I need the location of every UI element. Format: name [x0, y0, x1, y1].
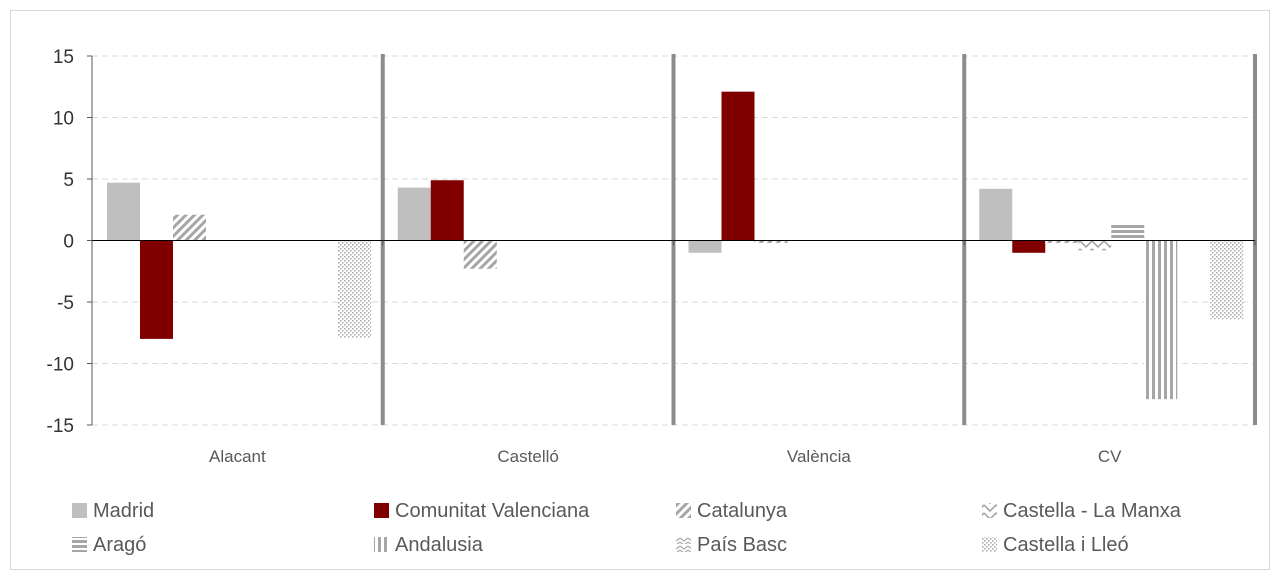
category-separators: [380, 54, 1257, 425]
y-tick-label: -10: [47, 355, 74, 376]
bar: [1078, 240, 1112, 251]
bar: [463, 240, 497, 269]
legend-swatch: [72, 537, 87, 552]
legend-label: Castella - La Manxa: [1003, 500, 1182, 522]
legend-swatch: [676, 503, 691, 518]
bar: [979, 188, 1013, 241]
category-label: Castelló: [497, 447, 558, 466]
legend-label: Andalusia: [395, 534, 484, 556]
legend-swatch: [72, 503, 87, 518]
bar: [140, 240, 173, 339]
bar: [430, 180, 464, 241]
y-tick-label: 5: [63, 170, 74, 191]
legend-label: Castella i Lleó: [1003, 534, 1129, 556]
axis-labels: 15 10 5 0 -5 -10 -15 Alacant Castelló València CV: [47, 47, 1123, 466]
category-label: València: [787, 447, 851, 466]
y-tick-label: 10: [53, 109, 74, 130]
legend-label: Comunitat Valenciana: [395, 500, 590, 522]
y-tick-label: 0: [63, 232, 74, 253]
bar: [1012, 240, 1046, 253]
category-label: Alacant: [209, 447, 266, 466]
legend-swatch: [982, 537, 997, 552]
bars: [107, 91, 1244, 400]
bar: [107, 182, 140, 241]
legend-label: Catalunya: [697, 500, 788, 522]
legend: Madrid Comunitat Valenciana Catalunya Caste…: [72, 500, 1182, 556]
bar: [397, 187, 431, 241]
legend-label: País Basc: [697, 534, 787, 556]
bar: [1144, 240, 1178, 400]
y-tick-label: -15: [47, 416, 74, 437]
bar: [1111, 223, 1145, 241]
y-tick-label: 15: [53, 47, 74, 68]
legend-swatch: [676, 537, 691, 552]
y-tick-label: -5: [57, 293, 74, 314]
bar: [721, 91, 755, 241]
legend-swatch: [374, 503, 389, 518]
legend-swatch: [982, 503, 997, 518]
bar: [754, 240, 788, 243]
legend-label: Aragó: [93, 534, 146, 556]
legend-label: Madrid: [93, 500, 154, 522]
legend-swatch: [374, 537, 389, 552]
bar: [1045, 240, 1079, 243]
category-label: CV: [1098, 447, 1122, 466]
bar: [688, 240, 722, 253]
bar: [1210, 240, 1244, 320]
bar: [338, 240, 371, 338]
bar: [173, 214, 206, 241]
axes: [87, 55, 1256, 426]
